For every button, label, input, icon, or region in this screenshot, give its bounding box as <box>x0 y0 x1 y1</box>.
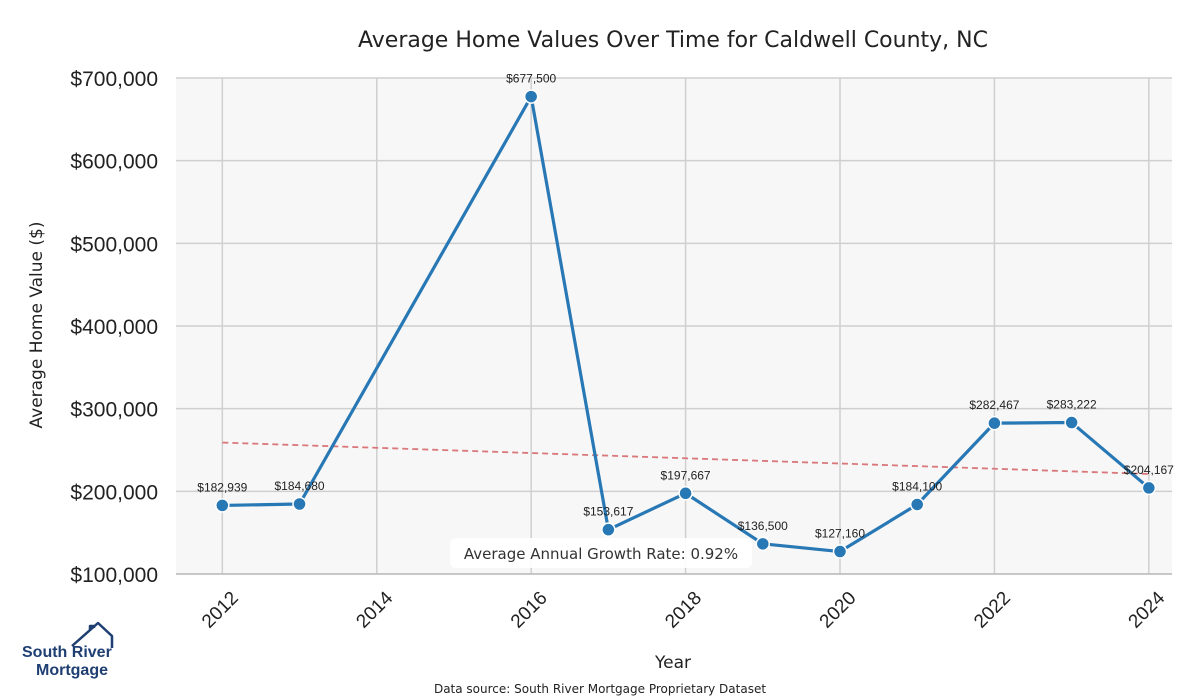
data-label: $184,680 <box>275 479 325 493</box>
y-tick-label: $700,000 <box>70 68 158 91</box>
y-axis-label: Average Home Value ($) <box>27 222 47 429</box>
data-source-note: Data source: South River Mortgage Propri… <box>434 682 766 696</box>
y-tick-label: $200,000 <box>70 481 158 504</box>
chart-title: Average Home Values Over Time for Caldwe… <box>358 28 988 53</box>
logo-line2: Mortgage <box>36 662 108 679</box>
data-point <box>755 536 771 552</box>
x-axis-label: Year <box>654 653 691 673</box>
house-roof-icon <box>71 621 114 648</box>
x-tick-label: 2022 <box>970 588 1015 633</box>
data-points <box>215 89 1157 559</box>
data-point <box>1141 480 1157 496</box>
data-point <box>832 544 848 559</box>
data-label: $197,667 <box>661 468 711 482</box>
x-tick-label: 2014 <box>352 587 397 632</box>
y-tick-label: $300,000 <box>70 399 158 422</box>
data-label: $153,617 <box>583 505 633 519</box>
x-tick-label: 2024 <box>1125 587 1170 632</box>
logo-line1: South River <box>22 644 112 661</box>
data-label: $182,939 <box>197 480 247 494</box>
south-river-mortgage-logo: South River Mortgage <box>22 621 114 679</box>
y-tick-labels: $100,000 $200,000 $300,000 $400,000 $500,000… <box>70 68 158 587</box>
data-label: $184,100 <box>892 479 942 493</box>
data-point <box>523 89 539 104</box>
data-point <box>601 522 616 537</box>
y-tick-label: $600,000 <box>70 151 158 174</box>
x-tick-labels: 2012 2014 2016 2018 2020 2022 2024 <box>198 587 1170 632</box>
data-label: $136,500 <box>738 519 788 533</box>
data-point <box>909 497 925 512</box>
data-point <box>987 415 1002 431</box>
x-tick-label: 2020 <box>816 588 861 633</box>
trendline <box>222 441 1149 475</box>
y-tick-label: $400,000 <box>70 316 158 339</box>
x-tick-label: 2012 <box>198 588 243 633</box>
y-tick-label: $100,000 <box>70 564 158 587</box>
data-label: $283,222 <box>1047 398 1097 412</box>
data-label: $282,467 <box>969 398 1019 412</box>
data-label: $677,500 <box>506 72 556 86</box>
data-point <box>215 498 230 513</box>
growth-annotation: Average Annual Growth Rate: 0.92% <box>450 538 752 568</box>
data-point <box>292 496 307 512</box>
x-tick-label: 2016 <box>507 588 552 633</box>
data-point <box>1064 415 1079 430</box>
data-labels: $182,939 $184,680 $677,500 $153,617 $197,667… <box>197 72 1174 541</box>
data-label: $127,160 <box>815 527 865 541</box>
y-tick-label: $500,000 <box>70 233 158 256</box>
x-tick-label: 2018 <box>661 588 706 633</box>
growth-annotation-box <box>450 538 752 568</box>
growth-annotation-text: Average Annual Growth Rate: 0.92% <box>464 545 738 563</box>
data-label: $204,167 <box>1124 463 1174 477</box>
data-point <box>678 486 693 501</box>
